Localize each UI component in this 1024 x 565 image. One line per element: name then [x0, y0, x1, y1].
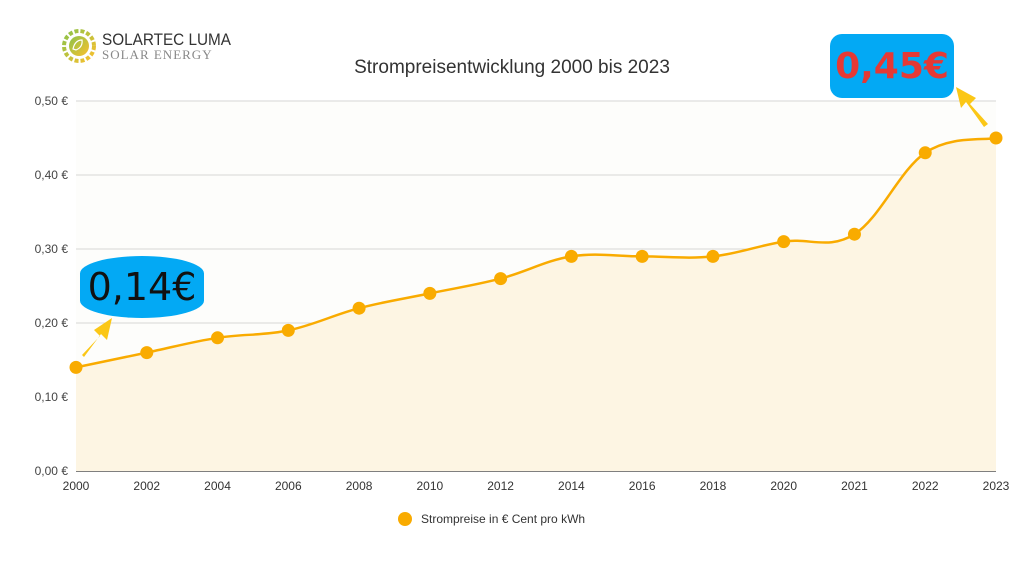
x-tick-label: 2018 [700, 479, 727, 493]
callout-start-price: 0,14€ [80, 256, 204, 318]
area-fill [76, 138, 996, 471]
y-tick-label: 0,40 € [35, 168, 69, 182]
x-tick-label: 2004 [204, 479, 231, 493]
x-tick-label: 2023 [983, 479, 1010, 493]
legend: Strompreise in € Cent pro kWh [398, 512, 585, 526]
logo-tagline: SOLAR ENERGY [102, 46, 213, 62]
chart-title: Strompreisentwicklung 2000 bis 2023 [354, 57, 670, 78]
data-point [352, 301, 366, 315]
x-tick-label: 2016 [629, 479, 656, 493]
y-tick-label: 0,00 € [35, 464, 69, 478]
data-point [635, 249, 649, 263]
data-point [423, 286, 437, 300]
y-tick-label: 0,50 € [35, 94, 69, 108]
x-tick-label: 2002 [133, 479, 160, 493]
legend-label: Strompreise in € Cent pro kWh [421, 512, 585, 526]
logo: SOLARTEC LUMA SOLAR ENERGY [62, 29, 245, 63]
x-tick-label: 2021 [841, 479, 868, 493]
data-point [777, 235, 791, 249]
data-point [140, 346, 154, 360]
y-tick-label: 0,30 € [35, 242, 69, 256]
callout-end-price: 0,45€ [830, 34, 954, 98]
data-point [847, 227, 861, 241]
data-point [564, 249, 578, 263]
legend-marker [398, 512, 412, 526]
y-tick-label: 0,20 € [35, 316, 69, 330]
data-point [69, 360, 83, 374]
data-point [918, 146, 932, 160]
arrow-icon [956, 87, 988, 127]
data-point [706, 249, 720, 263]
data-point [494, 272, 508, 286]
logo-name: SOLARTEC LUMA [102, 29, 231, 49]
x-tick-label: 2010 [416, 479, 443, 493]
arrow-start [82, 318, 112, 357]
arrow-end [956, 87, 988, 127]
y-tick-label: 0,10 € [35, 390, 69, 404]
x-tick-label: 2020 [770, 479, 797, 493]
data-point [989, 131, 1003, 145]
x-tick-label: 2014 [558, 479, 585, 493]
leaf-gear-icon [62, 29, 96, 63]
arrow-icon [82, 318, 112, 357]
data-point [281, 323, 295, 337]
x-tick-label: 2022 [912, 479, 939, 493]
data-point [211, 331, 225, 345]
x-tick-label: 2006 [275, 479, 302, 493]
x-tick-label: 2000 [63, 479, 90, 493]
x-tick-label: 2008 [346, 479, 373, 493]
x-tick-label: 2012 [487, 479, 514, 493]
